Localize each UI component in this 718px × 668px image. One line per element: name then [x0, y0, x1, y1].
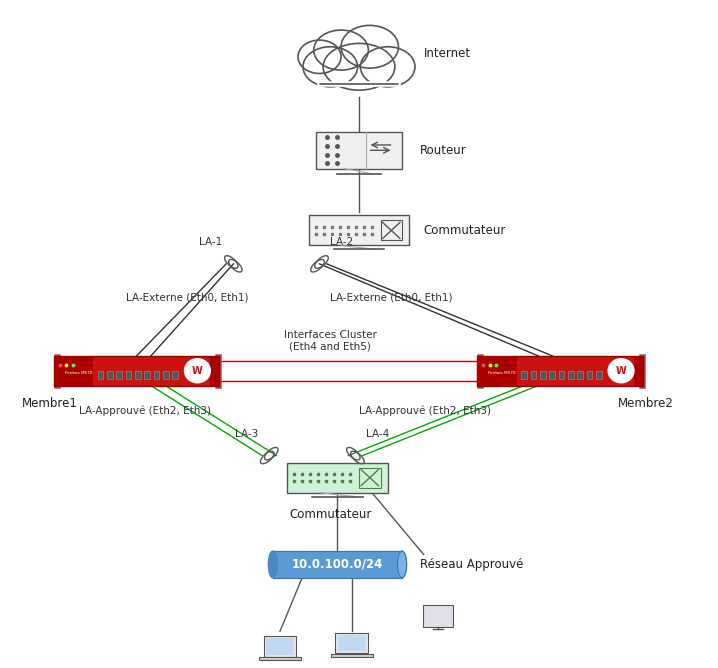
Text: Firebox M570: Firebox M570	[488, 371, 516, 375]
FancyBboxPatch shape	[335, 633, 368, 653]
FancyBboxPatch shape	[135, 371, 141, 379]
FancyBboxPatch shape	[54, 356, 219, 386]
FancyBboxPatch shape	[540, 371, 546, 379]
FancyBboxPatch shape	[596, 371, 602, 379]
FancyBboxPatch shape	[273, 551, 402, 578]
Circle shape	[185, 359, 210, 383]
FancyBboxPatch shape	[172, 371, 178, 379]
Text: Firebox M570: Firebox M570	[65, 371, 92, 375]
FancyBboxPatch shape	[330, 653, 373, 657]
Text: Interfaces Cluster
(Eth4 and Eth5): Interfaces Cluster (Eth4 and Eth5)	[284, 330, 376, 351]
Bar	[381, 220, 402, 240]
FancyBboxPatch shape	[98, 371, 103, 379]
FancyBboxPatch shape	[266, 639, 294, 655]
FancyBboxPatch shape	[287, 463, 388, 493]
Text: LA-3: LA-3	[236, 429, 258, 439]
Text: LA-Approuvé (Eth2, Eth3): LA-Approuvé (Eth2, Eth3)	[79, 405, 211, 416]
FancyBboxPatch shape	[634, 356, 643, 386]
FancyBboxPatch shape	[215, 354, 221, 387]
Ellipse shape	[341, 25, 398, 68]
Text: Commutateur: Commutateur	[289, 508, 371, 520]
FancyBboxPatch shape	[309, 215, 409, 245]
FancyBboxPatch shape	[54, 356, 93, 386]
FancyBboxPatch shape	[163, 371, 169, 379]
Text: LA-Approuvé (Eth2, Eth3): LA-Approuvé (Eth2, Eth3)	[359, 405, 491, 416]
Circle shape	[608, 359, 634, 383]
Text: Commutateur: Commutateur	[424, 224, 506, 237]
Text: Membre1: Membre1	[22, 397, 78, 410]
FancyBboxPatch shape	[549, 371, 555, 379]
FancyBboxPatch shape	[264, 637, 297, 657]
FancyBboxPatch shape	[126, 371, 131, 379]
FancyBboxPatch shape	[54, 354, 60, 387]
Text: LA-Externe (Eth0, Eth1): LA-Externe (Eth0, Eth1)	[126, 293, 248, 302]
FancyBboxPatch shape	[477, 356, 517, 386]
Ellipse shape	[303, 47, 358, 87]
FancyBboxPatch shape	[116, 371, 122, 379]
FancyBboxPatch shape	[423, 605, 453, 627]
Ellipse shape	[269, 551, 277, 578]
Text: W: W	[616, 366, 626, 375]
FancyBboxPatch shape	[559, 371, 564, 379]
Ellipse shape	[298, 40, 341, 73]
Ellipse shape	[398, 551, 406, 578]
Text: Internet: Internet	[424, 47, 471, 60]
Ellipse shape	[323, 43, 395, 90]
FancyBboxPatch shape	[107, 371, 113, 379]
FancyBboxPatch shape	[144, 371, 150, 379]
Text: 10.0.100.0/24: 10.0.100.0/24	[292, 558, 383, 571]
FancyBboxPatch shape	[316, 132, 402, 169]
Text: LA-4: LA-4	[366, 429, 389, 439]
FancyBboxPatch shape	[154, 371, 159, 379]
FancyBboxPatch shape	[477, 356, 643, 386]
FancyBboxPatch shape	[577, 371, 583, 379]
FancyBboxPatch shape	[258, 657, 302, 660]
FancyBboxPatch shape	[639, 354, 645, 387]
Text: Réseau Approuvé: Réseau Approuvé	[420, 558, 523, 571]
FancyBboxPatch shape	[210, 356, 219, 386]
Bar	[359, 468, 381, 488]
FancyBboxPatch shape	[587, 371, 592, 379]
Ellipse shape	[360, 47, 415, 87]
FancyBboxPatch shape	[531, 371, 536, 379]
Text: Membre2: Membre2	[617, 397, 673, 410]
Text: Routeur: Routeur	[420, 144, 467, 157]
FancyBboxPatch shape	[337, 635, 366, 651]
Text: LA-1: LA-1	[200, 237, 223, 247]
Text: LA-Externe (Eth0, Eth1): LA-Externe (Eth0, Eth1)	[330, 293, 453, 302]
FancyBboxPatch shape	[477, 354, 483, 387]
Ellipse shape	[314, 30, 368, 70]
FancyBboxPatch shape	[521, 371, 527, 379]
FancyBboxPatch shape	[568, 371, 574, 379]
Text: W: W	[192, 366, 202, 375]
Text: LA-2: LA-2	[330, 237, 353, 247]
